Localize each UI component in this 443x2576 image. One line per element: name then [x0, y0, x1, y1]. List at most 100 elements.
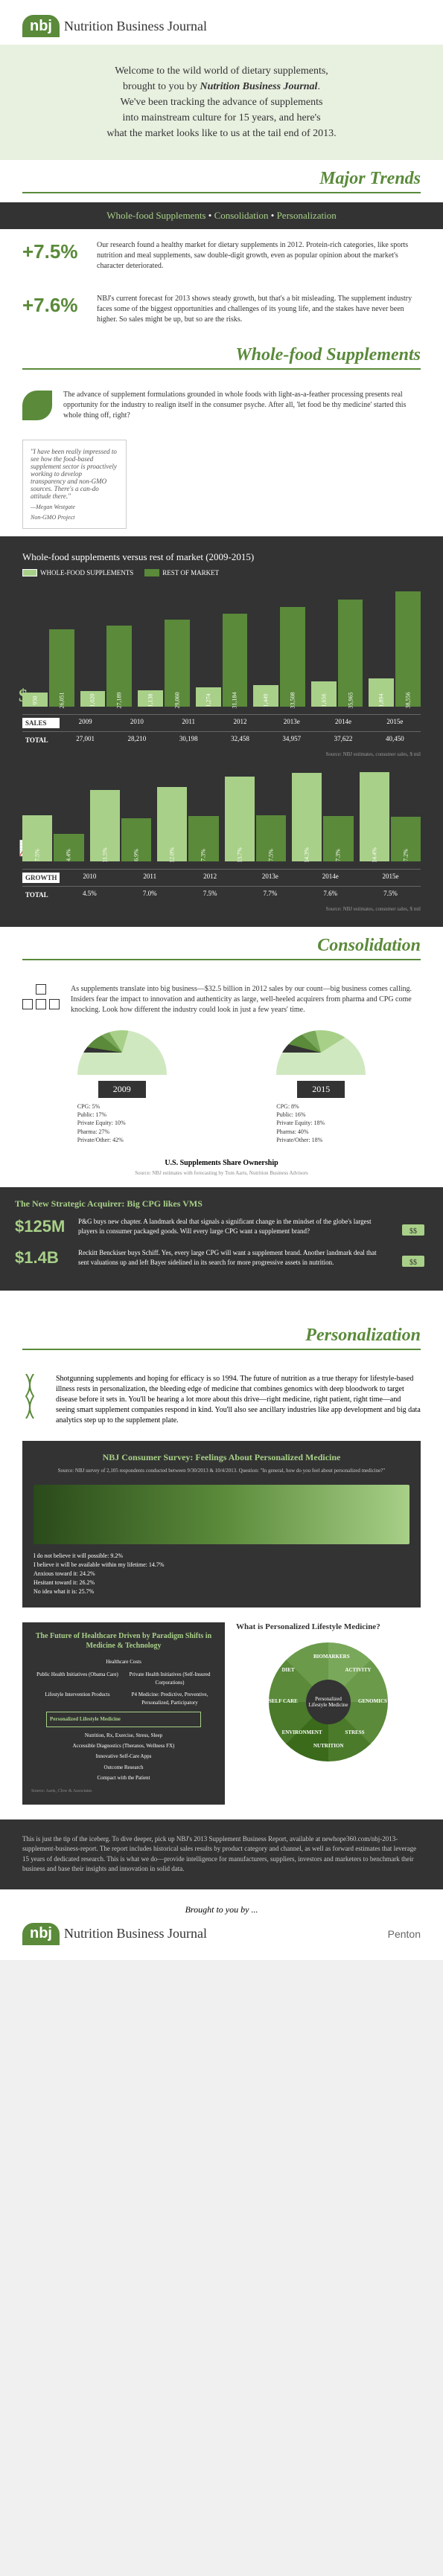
intro-line: what the market looks like to us at the … [30, 126, 413, 141]
intro-block: Welcome to the wild world of dietary sup… [0, 45, 443, 160]
deal-row: $1.4BReckitt Benckiser buys Schiff. Yes,… [15, 1248, 428, 1271]
bar-wf: 1,656 [311, 681, 337, 707]
pie-legend: CPG: 8%Public: 16%Private Equity: 18%Pha… [276, 1102, 366, 1144]
footer-text: This is just the tip of the iceberg. To … [0, 1819, 443, 1889]
wheel-segment-label: SELF CARE [269, 1698, 298, 1704]
pie-chart [77, 1030, 167, 1075]
bar-wf: 1,894 [369, 678, 394, 707]
bar-group: 1,13829,060 [138, 588, 190, 707]
leaf-icon [22, 391, 52, 420]
stat-value: +7.6% [22, 294, 86, 317]
deals-block: The New Strategic Acquirer: Big CPG like… [0, 1187, 443, 1291]
consolidation-intro: As supplements translate into big busine… [22, 984, 421, 1015]
brought-by: Brought to you by ... nbj Nutrition Busi… [0, 1889, 443, 1960]
legend-item-rest: REST OF MARKET [144, 569, 219, 576]
consolidation-block: As supplements translate into big busine… [0, 969, 443, 1317]
bar-rest: 4.4% [54, 834, 83, 861]
bar-group: 12.0%7.3% [157, 772, 219, 861]
quote-attribution: —Megan Westgate [31, 504, 118, 510]
costs-label: Healthcare Costs [31, 1658, 216, 1666]
quote-inner: "I have been really impressed to see how… [22, 440, 127, 529]
bar-wf: 12.0% [157, 787, 187, 861]
bar-group: 95026,051 [22, 588, 74, 707]
bar-group: 13.7%7.5% [225, 772, 287, 861]
intro-line: brought to you by Nutrition Business Jou… [30, 79, 413, 94]
deal-amount: $125M [15, 1217, 67, 1236]
bar-wf: 14.4% [360, 772, 389, 861]
wheel-segment-label: ACTIVITY [345, 1667, 371, 1673]
survey-item: Hesitant toward it: 26.2% [34, 1578, 409, 1587]
wheel-segment-label: BIOMARKERS [313, 1654, 350, 1660]
survey-item: I do not believe it will possible: 9.2% [34, 1552, 409, 1561]
wheel-segment-label: STRESS [345, 1729, 364, 1735]
stats-container: +7.5%Our research found a healthy market… [0, 229, 443, 336]
lifestyle-wheel: Personalized Lifestyle Medicine BIOMARKE… [269, 1642, 388, 1761]
sales-year-row: SALES 20092010201120122013e2014e2015e [22, 714, 421, 731]
sales-chart-section: Whole-food supplements versus rest of ma… [0, 536, 443, 927]
bar-rest: 29,060 [165, 620, 190, 707]
wheel-title: What is Personalized Lifestyle Medicine? [236, 1622, 421, 1631]
bar-group: 1,02027,189 [80, 588, 133, 707]
growth-total-row: TOTAL 4.5%7.0%7.5%7.7%7.6%7.5% [22, 886, 421, 903]
pie-block: 2009 CPG: 5%Public: 17%Private Equity: 10… [77, 1030, 167, 1144]
bar-group: 14.3%7.3% [292, 772, 354, 861]
intro-line: into mainstream culture for 15 years, an… [30, 110, 413, 126]
row-label: TOTAL [22, 890, 60, 900]
stat-text: Our research found a healthy market for … [97, 240, 421, 272]
wheel-center: Personalized Lifestyle Medicine [306, 1680, 351, 1724]
pie-legend: CPG: 5%Public: 17%Private Equity: 10%Pha… [77, 1102, 167, 1144]
wholefood-intro-text: The advance of supplement formulations g… [63, 390, 421, 421]
swatch-icon [144, 569, 159, 576]
svg-text:$$: $$ [409, 1227, 417, 1236]
survey-item: Anxious toward it: 24.2% [34, 1570, 409, 1578]
wheel-segment-label: GENOMICS [358, 1698, 387, 1704]
bar-wf: 950 [22, 693, 48, 707]
pie-year: 2009 [98, 1081, 146, 1098]
bar-group: 1,44933,508 [253, 588, 305, 707]
bar-rest: 38,556 [395, 591, 421, 707]
section-title: Major Trends [22, 169, 421, 193]
chart-source: Source: NBJ estimates, consumer sales, $… [22, 906, 421, 912]
section-title: Personalization [22, 1326, 421, 1350]
wheel-segment-label: ENVIRONMENT [282, 1729, 322, 1735]
bar-group: 1,65635,965 [311, 588, 363, 707]
chart-legend: WHOLE-FOOD SUPPLEMENTS REST OF MARKET [22, 569, 421, 576]
survey-item: I believe it will be available within my… [34, 1561, 409, 1570]
intro-line: We've been tracking the advance of suppl… [30, 94, 413, 110]
bar-rest: 7.3% [323, 816, 353, 861]
personalization-intro: Shotgunning supplements and hoping for e… [0, 1359, 443, 1441]
deal-amount: $1.4B [15, 1248, 67, 1268]
future-healthcare-box: The Future of Healthcare Driven by Parad… [22, 1622, 225, 1805]
bottom-row: The Future of Healthcare Driven by Parad… [0, 1607, 443, 1819]
brought-logos: nbj Nutrition Business Journal Penton [22, 1923, 421, 1945]
future-title: The Future of Healthcare Driven by Parad… [31, 1631, 216, 1651]
chart-source: Source: NBJ estimates, consumer sales, $… [22, 751, 421, 757]
header: nbj Nutrition Business Journal [0, 0, 443, 45]
row-label: SALES [22, 718, 60, 728]
quote-org: Non-GMO Project [31, 514, 118, 521]
wheel-segment-label: DIET [282, 1667, 295, 1673]
sales-total-row: TOTAL 27,00128,21030,19832,45834,95737,6… [22, 731, 421, 748]
survey-subtitle: Source: NBJ survey of 2,105 respondents … [34, 1468, 409, 1474]
trends-bar: Whole-food Supplements • Consolidation •… [0, 202, 443, 229]
money-icon: $$ [398, 1248, 428, 1271]
section-title: Consolidation [22, 936, 421, 960]
bar-group: 11.5%6.9% [90, 772, 152, 861]
pie-block: 2015CPG: 8%Public: 16%Private Equity: 18… [276, 1030, 366, 1144]
infographic-page: nbj Nutrition Business Journal Welcome t… [0, 0, 443, 1960]
dna-icon [22, 1374, 45, 1426]
bar-wf: 1,274 [196, 687, 221, 707]
pie-chart [276, 1030, 366, 1075]
bar-group: 7.5%4.4% [22, 772, 84, 861]
future-diagram: Healthcare Costs Public Health Initiativ… [31, 1658, 216, 1796]
row-label: GROWTH [22, 873, 60, 883]
wholefood-intro: The advance of supplement formulations g… [0, 379, 443, 432]
bar-wf: 13.7% [225, 777, 255, 861]
bar-wf: 1,138 [138, 690, 163, 707]
brought-text: Brought to you by ... [22, 1904, 421, 1915]
stat-text: NBJ's current forecast for 2013 shows st… [97, 294, 421, 325]
section-header-consolidation: Consolidation [0, 927, 443, 969]
survey-block: NBJ Consumer Survey: Feelings About Pers… [22, 1441, 421, 1607]
bar-group: 1,27431,184 [196, 588, 248, 707]
future-source: Source: Aarts, Clow & Associates [31, 1788, 216, 1796]
